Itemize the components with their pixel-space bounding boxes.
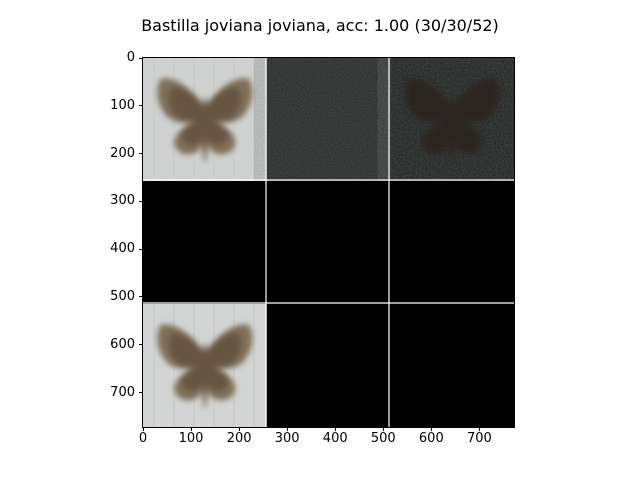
y-tick-mark: [139, 392, 143, 394]
x-tick-mark: [334, 427, 336, 431]
image-axes: [142, 57, 515, 428]
y-tick-label: 500: [110, 288, 135, 304]
x-tick-label: 0: [138, 431, 148, 446]
grid-cell-noise-dark: [266, 58, 391, 182]
x-tick-label: 300: [274, 431, 300, 446]
y-tick-mark: [139, 57, 143, 59]
x-tick-label: 200: [226, 431, 252, 446]
axes-spine-bottom: [142, 427, 515, 428]
axes-spine-left: [142, 57, 143, 427]
y-tick-label: 400: [110, 241, 135, 257]
x-tick-mark: [382, 427, 384, 431]
y-tick-mark: [139, 248, 143, 250]
x-tick-mark: [430, 427, 432, 431]
grid-cell-black: [143, 181, 268, 305]
x-tick-label: 700: [466, 431, 492, 446]
axes-spine-top: [142, 57, 515, 58]
y-tick-label: 100: [110, 97, 135, 113]
x-tick-mark: [478, 427, 480, 431]
y-tick-label: 600: [110, 336, 135, 352]
grid-cell-black: [266, 304, 391, 427]
axes-spine-right: [514, 57, 515, 427]
grid-cell-moth-dark: [390, 58, 514, 182]
y-tick-mark: [139, 153, 143, 155]
y-tick-mark: [139, 344, 143, 346]
y-tick-label: 300: [110, 193, 135, 209]
y-tick-mark: [139, 296, 143, 298]
x-tick-label: 400: [322, 431, 348, 446]
y-tick-label: 200: [110, 145, 135, 161]
x-tick-label: 500: [370, 431, 396, 446]
y-tick-label: 0: [126, 50, 135, 65]
grid-cell-moth-light: [143, 304, 268, 427]
grid-cell-black: [266, 181, 391, 305]
x-tick-label: 600: [418, 431, 444, 446]
y-tick-label: 700: [110, 384, 135, 400]
x-tick-label: 100: [178, 431, 204, 446]
y-tick-mark: [139, 200, 143, 202]
grid-cell-black: [390, 181, 514, 305]
grid-separators: [143, 58, 514, 427]
grid-cell-moth-light: [143, 58, 268, 182]
x-tick-mark: [286, 427, 288, 431]
image-grid: [143, 58, 514, 427]
x-tick-mark: [142, 427, 144, 431]
y-tick-mark: [139, 105, 143, 107]
grid-cell-black: [390, 304, 514, 427]
x-tick-mark: [190, 427, 192, 431]
figure-title: Bastilla joviana joviana, acc: 1.00 (30/…: [141, 16, 499, 35]
x-tick-mark: [238, 427, 240, 431]
